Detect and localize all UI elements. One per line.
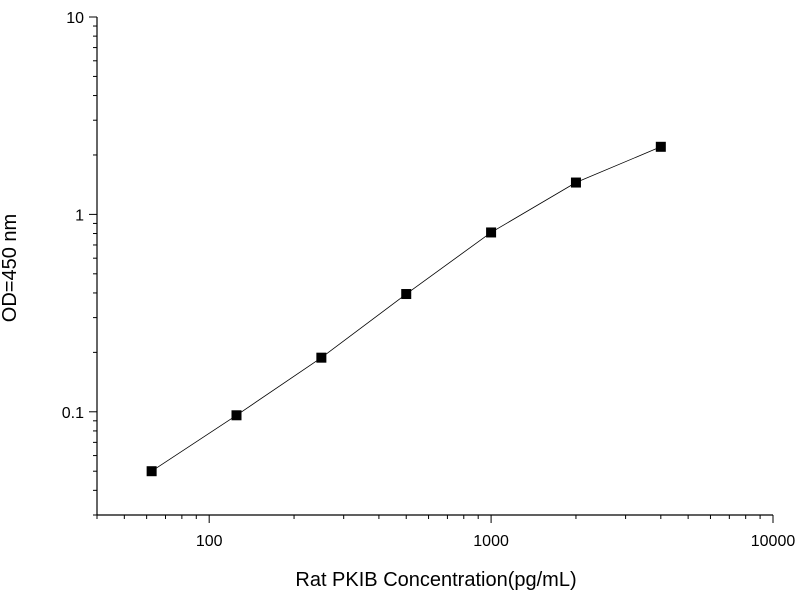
- y-tick-label: 0.1: [62, 405, 84, 422]
- data-point: [231, 410, 242, 421]
- series-line: [151, 146, 661, 472]
- data-point: [655, 141, 666, 152]
- x-axis-title: Rat PKIB Concentration(pg/mL): [295, 569, 576, 591]
- data-point: [570, 177, 581, 188]
- axes: 100 1000 10000 0.1 1 10: [62, 10, 796, 550]
- y-axis-title: OD=450 nm: [0, 214, 21, 322]
- data-point: [146, 466, 157, 477]
- data-point: [486, 227, 497, 238]
- x-tick-label: 1000: [473, 533, 509, 550]
- x-tick-label: 10000: [751, 533, 796, 550]
- y-tick-label: 1: [75, 207, 84, 224]
- data-point: [401, 289, 412, 300]
- x-tick-label: 100: [196, 533, 223, 550]
- data-point: [316, 352, 327, 363]
- y-tick-label: 10: [66, 10, 84, 27]
- series-layer: [146, 141, 666, 477]
